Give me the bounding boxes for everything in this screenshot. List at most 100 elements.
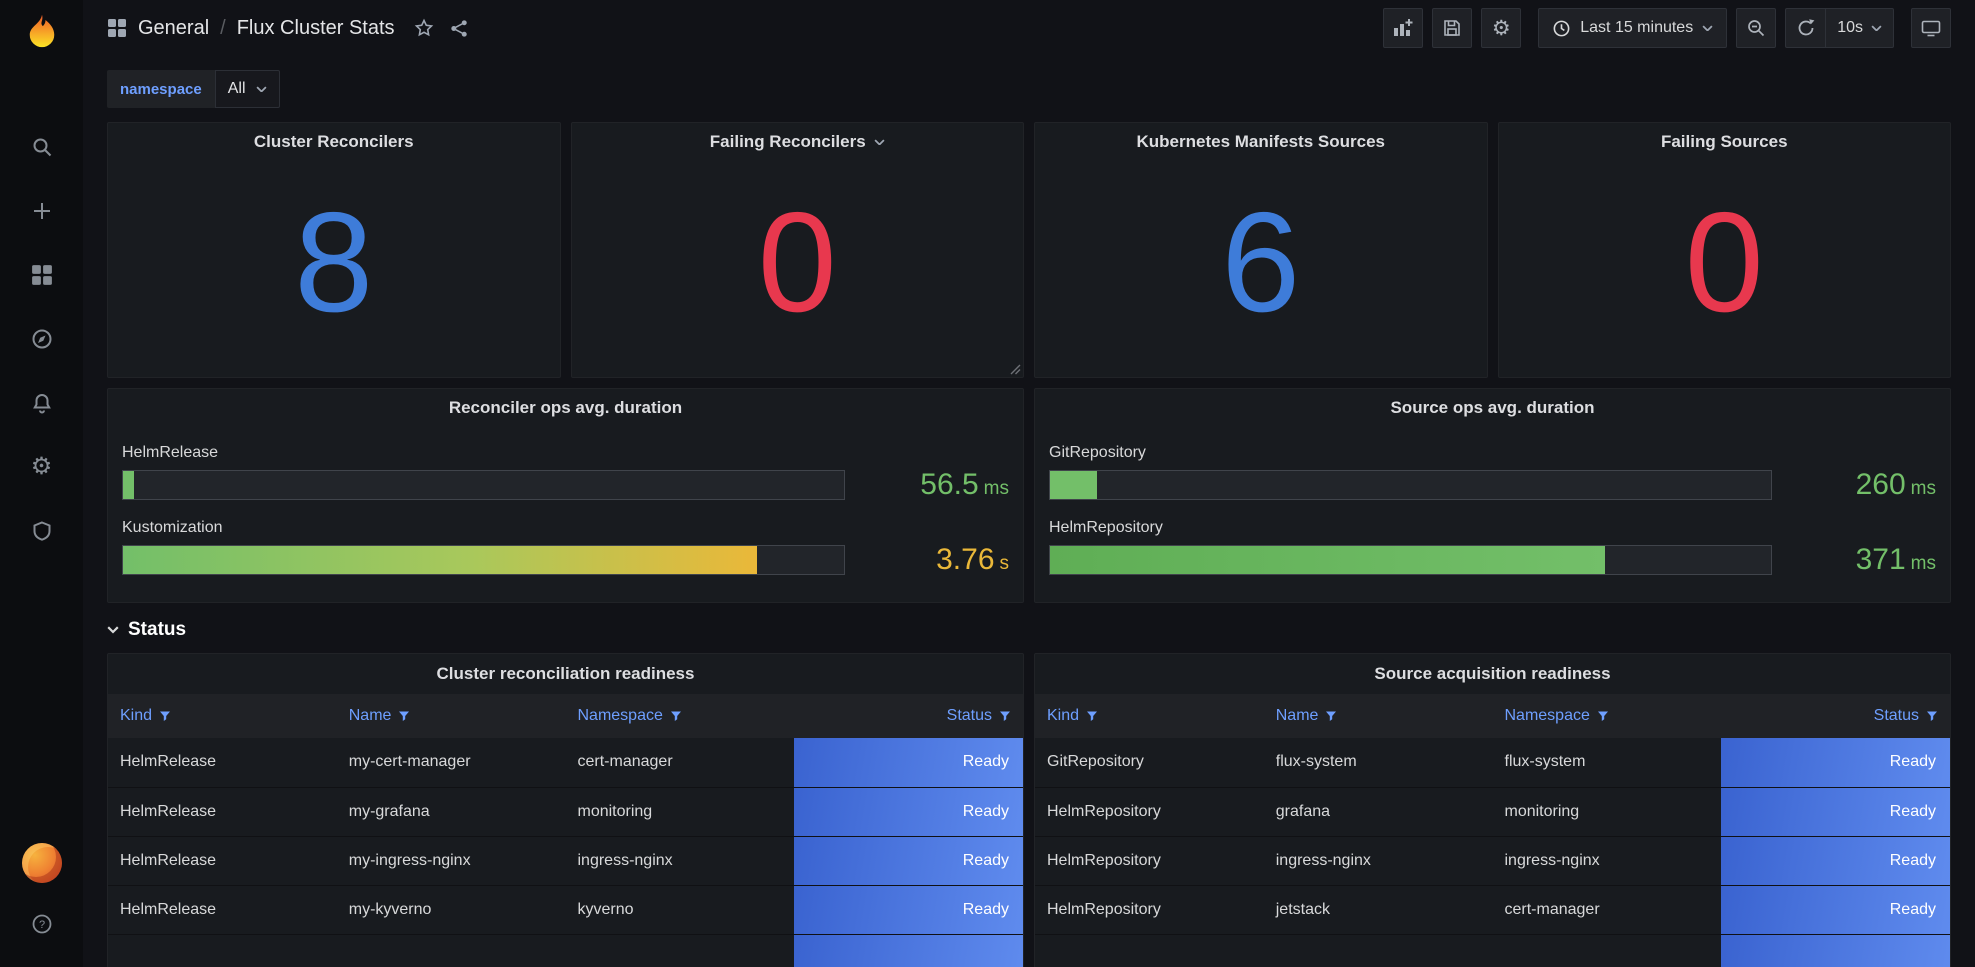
tv-icon (1921, 20, 1941, 37)
gauge-value-number: 260 (1855, 468, 1906, 501)
panel-failing-reconcilers: Failing Reconcilers 0 (570, 122, 1024, 378)
panel-resize-handle[interactable] (1009, 363, 1021, 375)
column-header-status[interactable]: Status (1721, 694, 1950, 738)
grafana-logo[interactable] (20, 12, 64, 56)
sidebar-item-configuration[interactable]: ⚙ (21, 446, 63, 488)
dashboard-settings-button[interactable]: ⚙ (1481, 8, 1522, 48)
sidebar-item-help[interactable]: ? (21, 903, 63, 945)
gauge-fill (123, 546, 758, 574)
sidebar-item-dashboards[interactable] (21, 254, 63, 296)
breadcrumb: General / Flux Cluster Stats (107, 17, 469, 40)
cell-name: jetstack (1263, 885, 1493, 935)
sidebar-item-server-admin[interactable] (21, 510, 63, 552)
panel-title[interactable]: Cluster Reconcilers (108, 123, 560, 161)
user-avatar[interactable] (21, 843, 62, 883)
column-header-status[interactable]: Status (794, 694, 1023, 738)
variable-namespace-value: All (227, 80, 246, 97)
column-label: Namespace (1504, 707, 1590, 724)
status-cell: Ready (794, 885, 1023, 935)
add-panel-button[interactable] (1383, 8, 1424, 48)
time-range-picker[interactable]: Last 15 minutes (1538, 8, 1728, 48)
cell-kind (108, 934, 337, 967)
share-icon[interactable] (450, 19, 469, 38)
column-header-name[interactable]: Name (1263, 694, 1493, 738)
star-icon[interactable] (414, 18, 434, 38)
cell-namespace: flux-system (1492, 738, 1722, 788)
panel-title[interactable]: Cluster reconciliation readiness (108, 654, 1023, 694)
filter-icon[interactable] (1597, 710, 1609, 722)
chevron-down-icon (255, 86, 267, 93)
panel-title[interactable]: Reconciler ops avg. duration (108, 389, 1023, 427)
panel-failing-sources: Failing Sources 0 (1497, 122, 1951, 378)
gauge-fill (1050, 471, 1097, 499)
column-header-kind[interactable]: Kind (108, 694, 337, 738)
status-cell (794, 934, 1023, 967)
column-label: Kind (120, 707, 153, 724)
column-label: Kind (1047, 707, 1080, 724)
zoom-out-time-button[interactable] (1736, 8, 1777, 48)
gauge-value-number: 371 (1855, 543, 1906, 576)
panel-title-text: Source acquisition readiness (1374, 664, 1611, 683)
panel-title[interactable]: Failing Sources (1499, 123, 1951, 161)
filter-icon[interactable] (670, 710, 682, 722)
panel-title-text: Failing Sources (1660, 132, 1788, 151)
kiosk-mode-button[interactable] (1911, 8, 1951, 48)
panel-title[interactable]: Source ops avg. duration (1035, 389, 1950, 427)
zoom-out-icon (1748, 20, 1765, 37)
shield-icon (33, 521, 50, 541)
table-header-row: Kind Name Namespace Status (108, 694, 1023, 738)
filter-icon[interactable] (398, 710, 410, 722)
breadcrumb-folder[interactable]: General (138, 16, 210, 39)
cell-kind: HelmRepository (1035, 885, 1264, 935)
gauges-row: Reconciler ops avg. duration HelmRelease… (107, 388, 1951, 603)
grafana-flame-icon (29, 14, 54, 48)
tables-row: Cluster reconciliation readiness Kind Na… (107, 653, 1951, 967)
cell-name: my-cert-manager (336, 738, 566, 788)
filter-icon[interactable] (1325, 710, 1337, 722)
left-sidebar: ⚙ ? (0, 0, 83, 967)
save-dashboard-button[interactable] (1432, 8, 1473, 48)
sidebar-item-alerting[interactable] (21, 382, 63, 424)
readiness-table: Kind Name Namespace Status HelmRelease m… (108, 694, 1023, 967)
refresh-interval-picker[interactable]: 10s (1825, 8, 1894, 48)
sidebar-item-create[interactable] (21, 190, 63, 232)
column-header-name[interactable]: Name (336, 694, 566, 738)
gauge-value: 3.76 s (859, 543, 1009, 577)
status-cell: Ready (1721, 836, 1950, 886)
sidebar-item-explore[interactable] (21, 318, 63, 360)
column-label: Status (1873, 707, 1919, 724)
filter-icon[interactable] (999, 710, 1011, 722)
variable-namespace-dropdown[interactable]: All (214, 70, 280, 108)
gauge-track (1049, 545, 1772, 575)
cell-name: ingress-nginx (1263, 836, 1493, 886)
gauge-value: 371 ms (1786, 543, 1936, 577)
column-label: Namespace (577, 707, 663, 724)
status-cell: Ready (794, 836, 1023, 886)
cell-name: my-ingress-nginx (336, 836, 566, 886)
clock-icon (1553, 20, 1570, 36)
stat-value: 6 (1221, 183, 1301, 342)
stat-value: 0 (757, 183, 837, 342)
gauge-label: Kustomization (122, 519, 223, 536)
status-cell: Ready (794, 787, 1023, 837)
filter-icon[interactable] (159, 710, 171, 722)
gauge-body: GitRepository 260 ms HelmRepository (1035, 427, 1950, 602)
filter-icon[interactable] (1926, 710, 1938, 722)
column-header-namespace[interactable]: Namespace (565, 694, 795, 738)
gauge-value-number: 3.76 (936, 543, 995, 576)
column-header-namespace[interactable]: Namespace (1492, 694, 1722, 738)
chevron-down-icon (1871, 25, 1882, 32)
refresh-interval-label: 10s (1837, 19, 1863, 36)
panel-title[interactable]: Failing Reconcilers (572, 123, 1024, 161)
panel-cluster-reconciliation-readiness: Cluster reconciliation readiness Kind Na… (107, 653, 1024, 967)
refresh-button[interactable] (1785, 8, 1826, 48)
column-header-kind[interactable]: Kind (1035, 694, 1264, 738)
dashboard-topbar: General / Flux Cluster Stats (107, 0, 1951, 56)
panel-title[interactable]: Source acquisition readiness (1035, 654, 1950, 694)
cell-kind: HelmRelease (108, 738, 337, 788)
row-status-toggle[interactable]: Status (107, 613, 1951, 647)
panel-title[interactable]: Kubernetes Manifests Sources (1035, 123, 1487, 161)
sidebar-item-search[interactable] (21, 126, 63, 168)
filter-icon[interactable] (1086, 710, 1098, 722)
panel-menu-chevron-icon[interactable] (874, 139, 885, 146)
